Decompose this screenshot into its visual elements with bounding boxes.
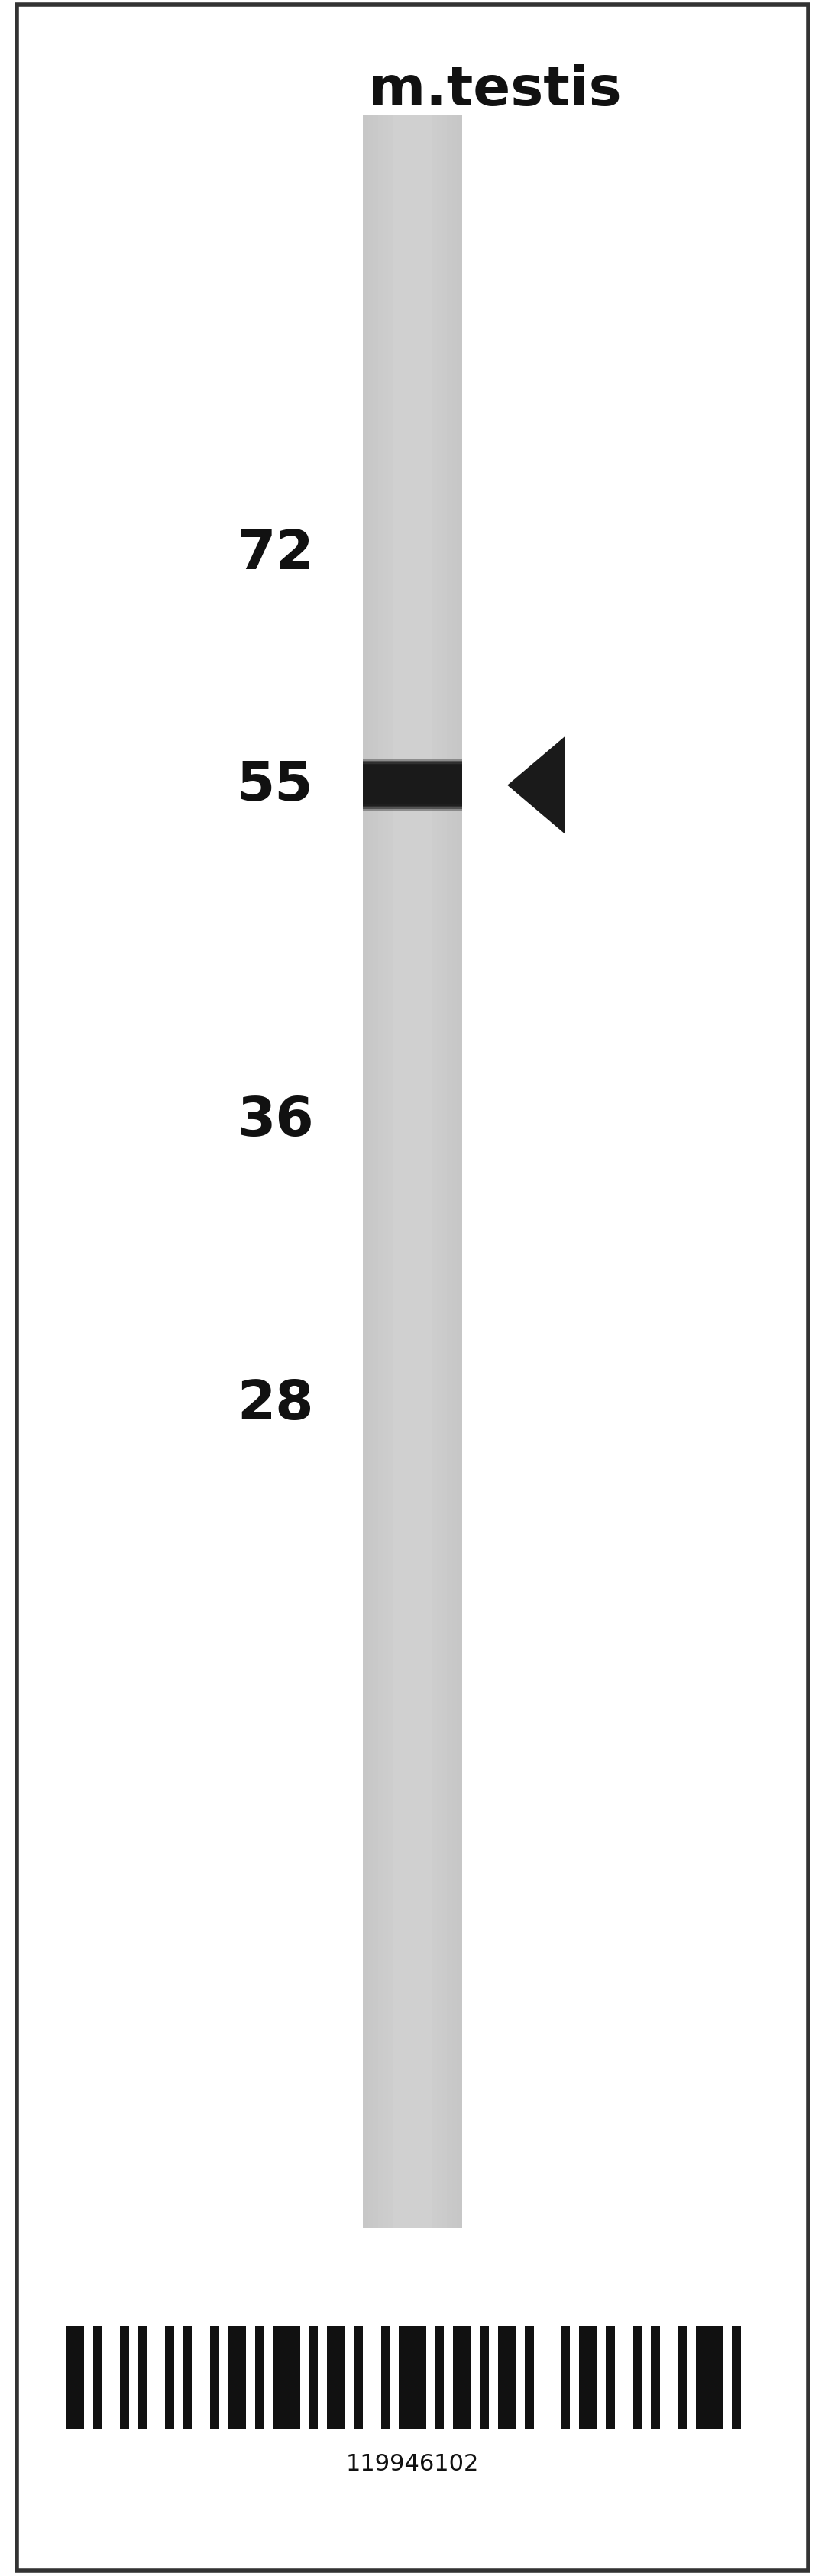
Bar [93, 2326, 102, 2429]
Bar [363, 762, 462, 809]
Bar [579, 2326, 597, 2429]
Bar [363, 116, 368, 2228]
Bar [435, 2326, 444, 2429]
Bar [210, 2326, 219, 2429]
Bar [457, 116, 462, 2228]
Bar [363, 116, 462, 2228]
Bar [525, 2326, 534, 2429]
Text: 72: 72 [237, 528, 313, 580]
Bar [447, 116, 452, 2228]
Bar [442, 116, 447, 2228]
Polygon shape [507, 737, 565, 835]
Bar [363, 760, 462, 811]
Bar [633, 2326, 642, 2429]
Bar [363, 765, 462, 806]
Bar [480, 2326, 489, 2429]
Bar [363, 762, 462, 809]
Bar [327, 2326, 345, 2429]
Bar [120, 2326, 129, 2429]
Text: 119946102: 119946102 [346, 2452, 479, 2476]
Bar [498, 2326, 516, 2429]
Bar [368, 116, 373, 2228]
Bar [255, 2326, 264, 2429]
Bar [453, 2326, 471, 2429]
Bar [354, 2326, 363, 2429]
Bar [183, 2326, 192, 2429]
Bar [373, 116, 378, 2228]
Bar [651, 2326, 660, 2429]
Text: 28: 28 [237, 1378, 313, 1430]
Bar [383, 116, 388, 2228]
Bar [606, 2326, 615, 2429]
Bar [696, 2326, 723, 2429]
Text: 36: 36 [237, 1095, 313, 1146]
Bar [309, 2326, 318, 2429]
Bar [399, 2326, 426, 2429]
Bar [66, 2326, 84, 2429]
Text: 55: 55 [237, 760, 313, 811]
Bar [381, 2326, 390, 2429]
Bar [432, 116, 437, 2228]
Text: m.testis: m.testis [368, 64, 622, 116]
Bar [561, 2326, 570, 2429]
Bar [678, 2326, 687, 2429]
Bar [363, 760, 462, 811]
Bar [378, 116, 383, 2228]
Bar [138, 2326, 147, 2429]
Bar [732, 2326, 741, 2429]
Bar [452, 116, 457, 2228]
Bar [388, 116, 393, 2228]
Bar [228, 2326, 246, 2429]
Bar [165, 2326, 174, 2429]
Bar [363, 768, 462, 804]
Bar [273, 2326, 300, 2429]
Bar [437, 116, 442, 2228]
